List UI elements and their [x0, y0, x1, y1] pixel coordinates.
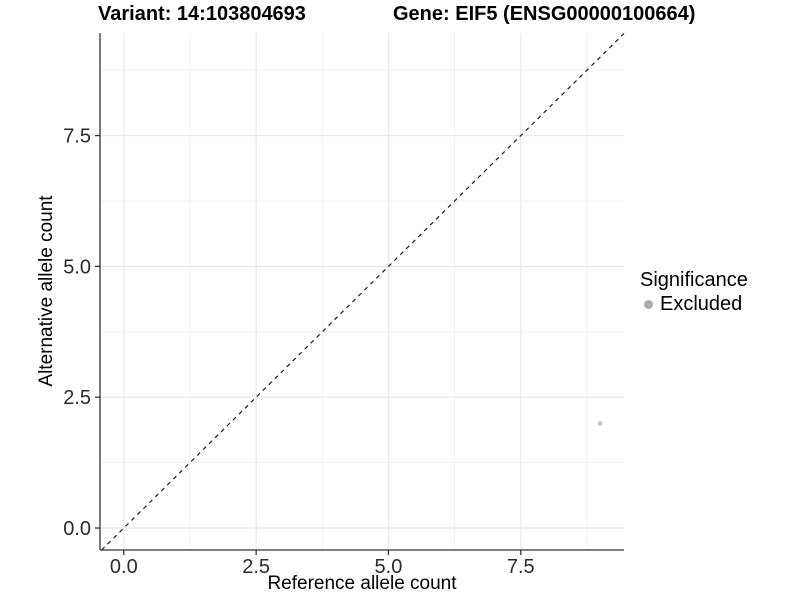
plot-title-gene: Gene: EIF5 (ENSG00000100664) — [393, 3, 696, 25]
plot-title-variant: Variant: 14:103804693 — [98, 3, 306, 25]
y-tick-label: 0.0 — [63, 518, 91, 540]
y-tick-label: 5.0 — [63, 256, 91, 278]
y-tick-label: 2.5 — [63, 387, 91, 409]
x-tick-label: 5.0 — [375, 556, 403, 578]
legend-item: Excluded — [640, 293, 748, 315]
y-axis-title: Alternative allele count — [36, 195, 57, 387]
identity-dashed-line — [101, 33, 625, 551]
legend: Significance Excluded — [640, 268, 748, 315]
legend-title: Significance — [640, 269, 748, 291]
x-axis-title: Reference allele count — [267, 573, 457, 594]
legend-key-dot-icon — [644, 299, 653, 309]
x-tick-label: 0.0 — [110, 556, 138, 578]
data-point — [597, 420, 603, 426]
legend-item-label: Excluded — [660, 293, 743, 315]
x-tick-label: 2.5 — [242, 556, 270, 578]
x-tick-label: 7.5 — [507, 556, 535, 578]
legend-items: Excluded — [640, 293, 748, 315]
y-tick-label: 7.5 — [63, 126, 91, 148]
